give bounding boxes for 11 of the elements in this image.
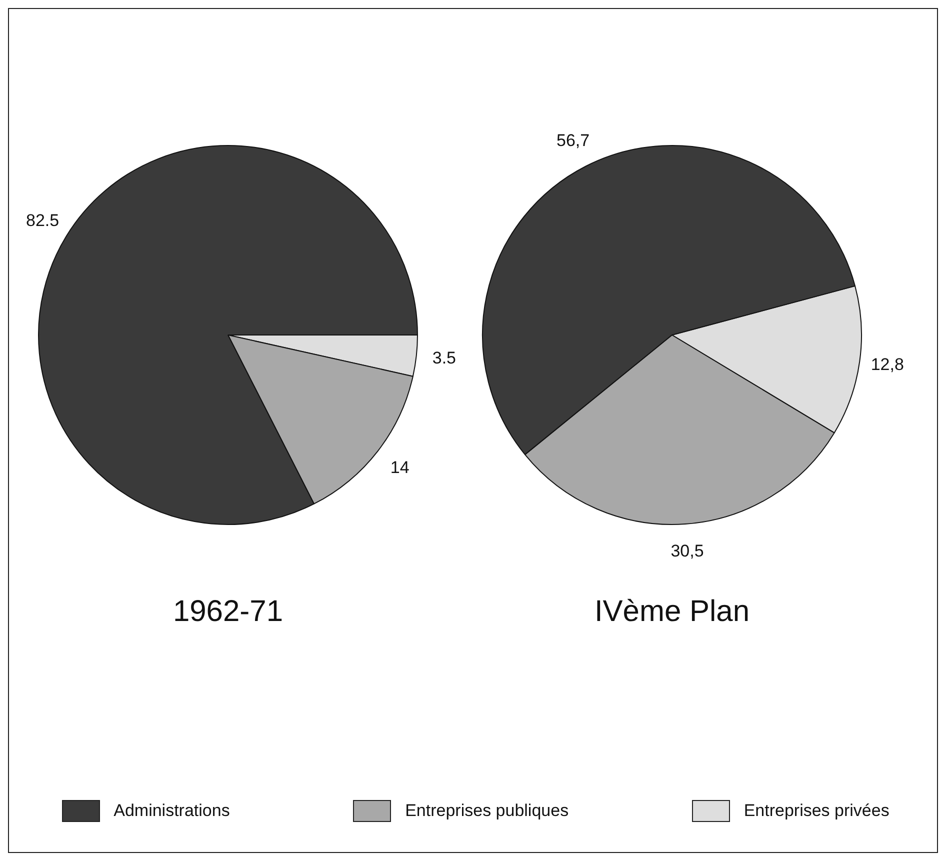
data-label: 12,8 — [870, 355, 904, 374]
legend-label: Entreprises privées — [744, 801, 890, 821]
data-label: 82.5 — [26, 211, 60, 230]
data-label: 30,5 — [670, 542, 704, 561]
legend-label: Administrations — [114, 801, 230, 821]
data-label: 14 — [390, 458, 410, 477]
data-label: 56,7 — [556, 130, 590, 150]
text: 1962-71 — [172, 595, 284, 629]
legend-label: Entreprises publiques — [405, 801, 569, 821]
data-label: 3.5 — [432, 348, 456, 368]
text: IVème Plan — [593, 595, 751, 629]
